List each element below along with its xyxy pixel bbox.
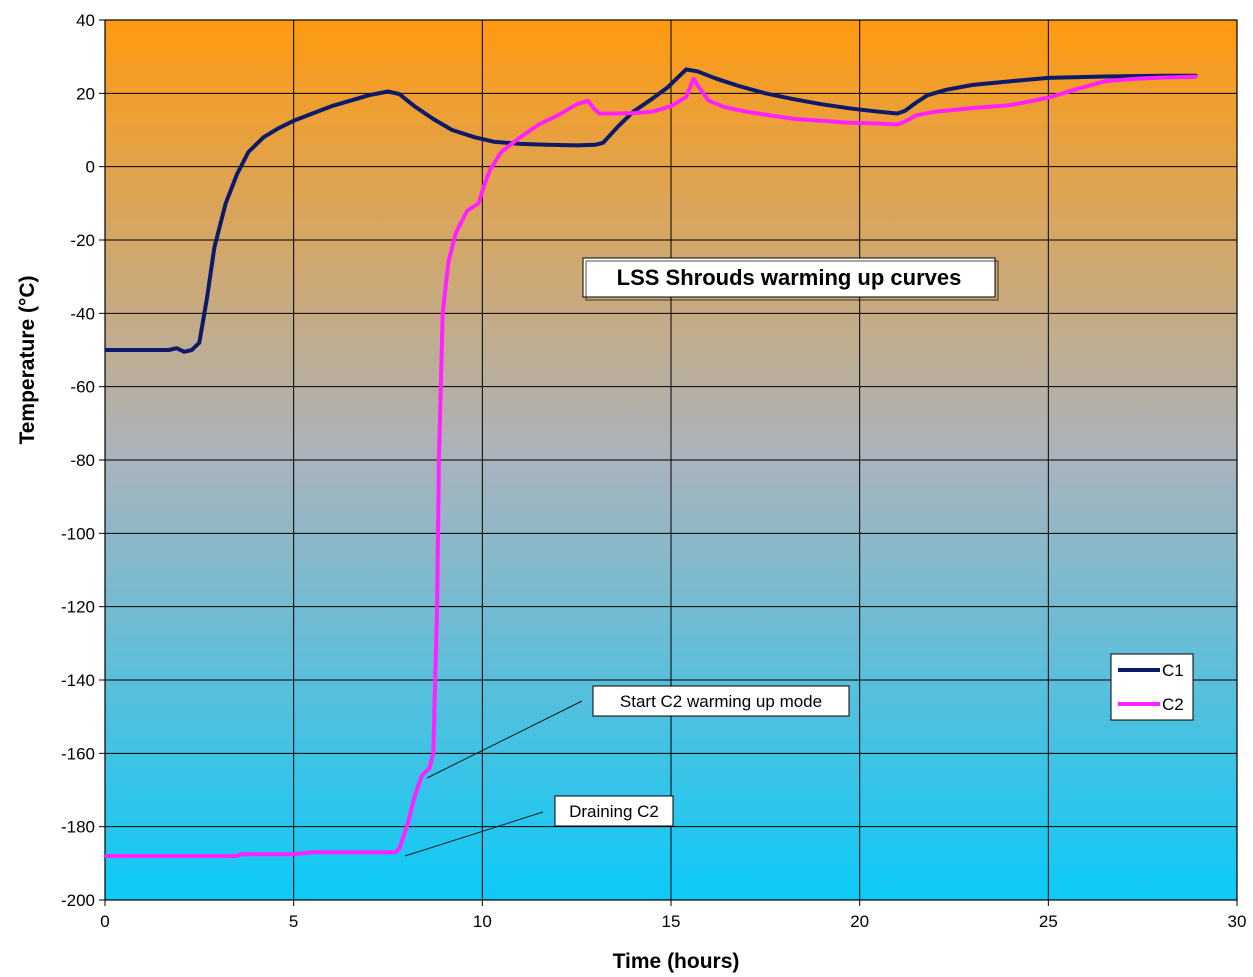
x-tick-label: 20 (850, 912, 869, 931)
legend-label-c2: C2 (1162, 695, 1184, 714)
x-tick-label: 10 (473, 912, 492, 931)
y-tick-label: -100 (61, 524, 95, 543)
series-lines (105, 67, 1198, 858)
y-tick-label: -20 (70, 231, 95, 250)
y-tick-label: -40 (70, 304, 95, 323)
y-axis-title: Temperature (°C) (16, 275, 39, 444)
y-tick-label: -200 (61, 891, 95, 910)
y-tick-label: -80 (70, 451, 95, 470)
y-tick-label: -120 (61, 598, 95, 617)
y-axis-ticks: 40 20 0 -20 -40 -60 -80 -100 -120 -140 -160 -180 -20… (61, 11, 105, 910)
y-tick-label: -60 (70, 378, 95, 397)
annotation-start-c2-label: Start C2 warming up mode (620, 692, 822, 711)
series-line-c1 (105, 67, 1198, 354)
chart-title: LSS Shrouds warming up curves (617, 265, 962, 290)
y-tick-label: -180 (61, 818, 95, 837)
legend-label-c1: C1 (1162, 661, 1184, 680)
y-tick-label: 40 (76, 11, 95, 30)
x-tick-label: 0 (100, 912, 109, 931)
annotation-start-c2: Start C2 warming up mode (426, 685, 850, 779)
x-axis-ticks: 0 5 10 15 20 25 30 (100, 900, 1246, 931)
legend: C1 C2 (1110, 653, 1194, 721)
annotation-draining-c2-label: Draining C2 (569, 802, 659, 821)
x-tick-label: 30 (1228, 912, 1247, 931)
y-tick-label: -160 (61, 744, 95, 763)
x-axis-title: Time (hours) (613, 950, 740, 973)
annotation-draining-c2: Draining C2 (404, 795, 674, 857)
chart-title-box: LSS Shrouds warming up curves (582, 257, 999, 301)
y-tick-label: 20 (76, 84, 95, 103)
x-tick-label: 15 (662, 912, 681, 931)
x-tick-label: 25 (1039, 912, 1058, 931)
y-tick-label: -140 (61, 671, 95, 690)
x-tick-label: 5 (289, 912, 298, 931)
y-tick-label: 0 (86, 158, 95, 177)
series-line-c2 (105, 74, 1198, 858)
